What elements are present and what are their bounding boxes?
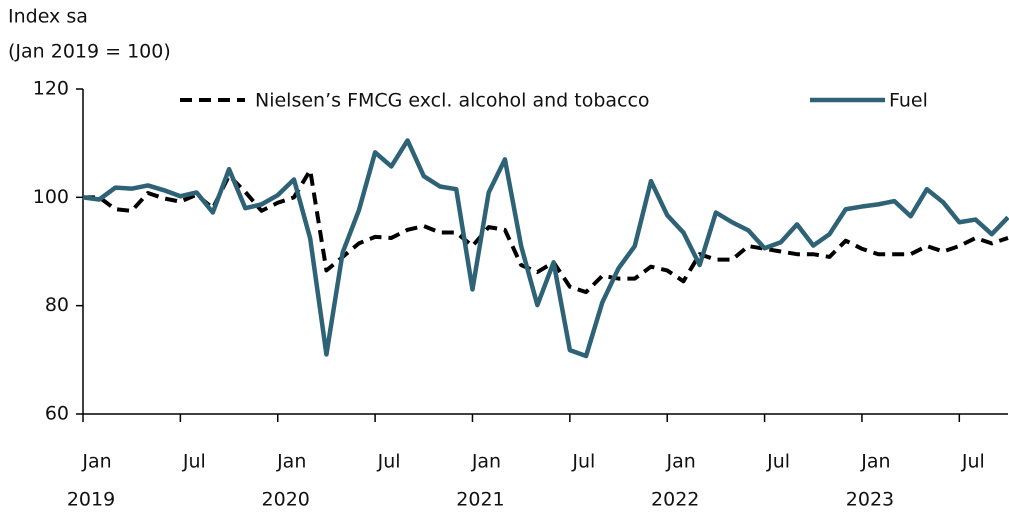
legend-label: Nielsen’s FMCG excl. alcohol and tobacco <box>255 90 650 112</box>
x-tick-label: Jan <box>276 451 306 473</box>
x-tick-label: Jul <box>766 451 790 473</box>
x-year-label: 2023 <box>846 489 894 511</box>
x-year-label: 2022 <box>651 489 699 511</box>
x-tick-label: Jul <box>182 451 206 473</box>
x-tick-label: Jan <box>81 451 111 473</box>
x-tick-label: Jul <box>377 451 401 473</box>
series-line <box>82 138 1009 359</box>
x-year-label: 2021 <box>456 489 504 511</box>
y-tick-label: 100 <box>33 186 69 208</box>
x-year-label: 2019 <box>67 489 115 511</box>
x-tick-label: Jan <box>666 451 696 473</box>
y-tick-label: 80 <box>45 294 69 316</box>
x-tick-label: Jul <box>961 451 985 473</box>
y-tick-label: 60 <box>45 403 69 425</box>
x-year-label: 2020 <box>262 489 310 511</box>
x-tick-label: Jul <box>571 451 595 473</box>
y-axis-title: Index sa <box>8 6 88 28</box>
y-axis-title: (Jan 2019 = 100) <box>8 41 171 63</box>
x-tick-label: Jan <box>860 451 890 473</box>
legend-label: Fuel <box>889 90 928 112</box>
y-tick-label: 120 <box>33 78 69 100</box>
x-tick-label: Jan <box>471 451 501 473</box>
